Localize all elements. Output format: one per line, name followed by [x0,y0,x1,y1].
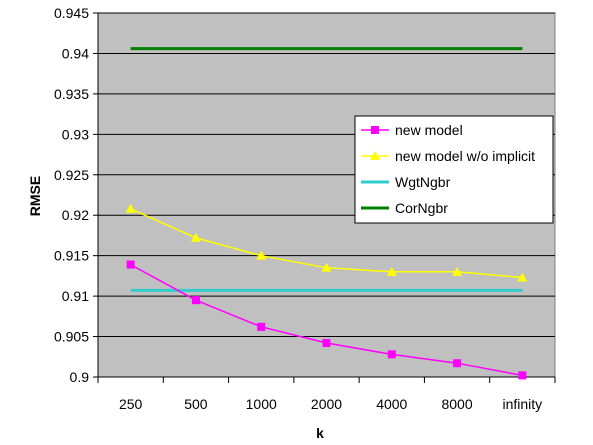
data-point-triangle [190,232,201,242]
y-tick-label: 0.91 [62,288,89,304]
series-new-model [126,260,527,380]
data-point-triangle [256,250,267,260]
y-tick-label: 0.925 [54,167,89,183]
legend-item: new model [361,122,463,138]
legend-label: CorNgbr [395,200,448,216]
y-tick-label: 0.915 [54,248,89,264]
x-tick-label: 500 [184,396,208,412]
legend: new model new model w/o implicit WgtNgbr Co… [354,115,554,224]
y-axis-title: RMSE [27,176,43,216]
data-point-square [453,359,462,368]
x-tick-label: 4000 [376,396,407,412]
y-tick-label: 0.945 [54,5,89,21]
x-tick-label: 2000 [311,396,342,412]
series-new-model-w-o-implicit [125,203,528,282]
data-point-triangle [125,203,136,213]
data-point-triangle [452,266,463,276]
y-tick-label: 0.905 [54,329,89,345]
legend-box [354,115,554,224]
legend-item: new model w/o implicit [361,148,535,164]
x-axis: 250 500 1000 2000 4000 8000 infinity [97,376,556,412]
data-point-triangle [386,266,397,276]
data-point-square [257,322,266,331]
legend-item: WgtNgbr [361,174,451,190]
y-tick-label: 0.935 [54,86,89,102]
legend-label: new model w/o implicit [395,148,535,164]
y-tick-label: 0.93 [62,126,89,142]
x-tick-label: 8000 [441,396,472,412]
data-point-triangle [517,272,528,282]
legend-item: CorNgbr [361,200,448,216]
y-tick-label: 0.92 [62,207,89,223]
data-point-square [387,350,396,359]
legend-marker-triangle [370,151,380,160]
x-axis-title: k [316,425,324,441]
x-tick-label: 250 [119,396,143,412]
legend-label: WgtNgbr [395,174,451,190]
data-point-triangle [321,262,332,272]
y-axis: 0.9 0.905 0.91 0.915 0.92 0.925 0.93 0.935 0.94 0… [54,5,99,385]
y-tick-label: 0.9 [70,369,90,385]
data-point-square [518,371,527,380]
y-tick-label: 0.94 [62,45,89,61]
x-tick-label: 1000 [246,396,277,412]
data-point-square [322,339,331,348]
series-layer [125,47,528,380]
legend-label: new model [395,122,463,138]
data-point-square [191,296,200,305]
legend-marker-square [371,126,379,134]
data-point-square [126,260,135,269]
x-tick-label: infinity [503,396,543,412]
